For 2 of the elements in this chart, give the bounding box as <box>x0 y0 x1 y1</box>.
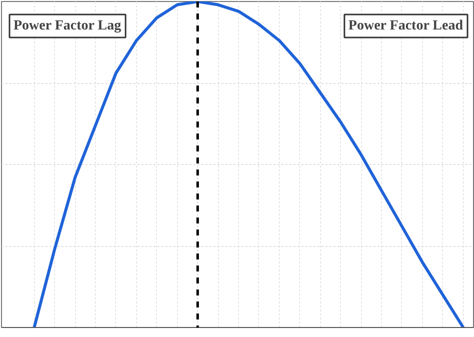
annotation: Power Factor Lead <box>348 18 464 34</box>
annotation: Power Factor Lag <box>14 18 122 34</box>
